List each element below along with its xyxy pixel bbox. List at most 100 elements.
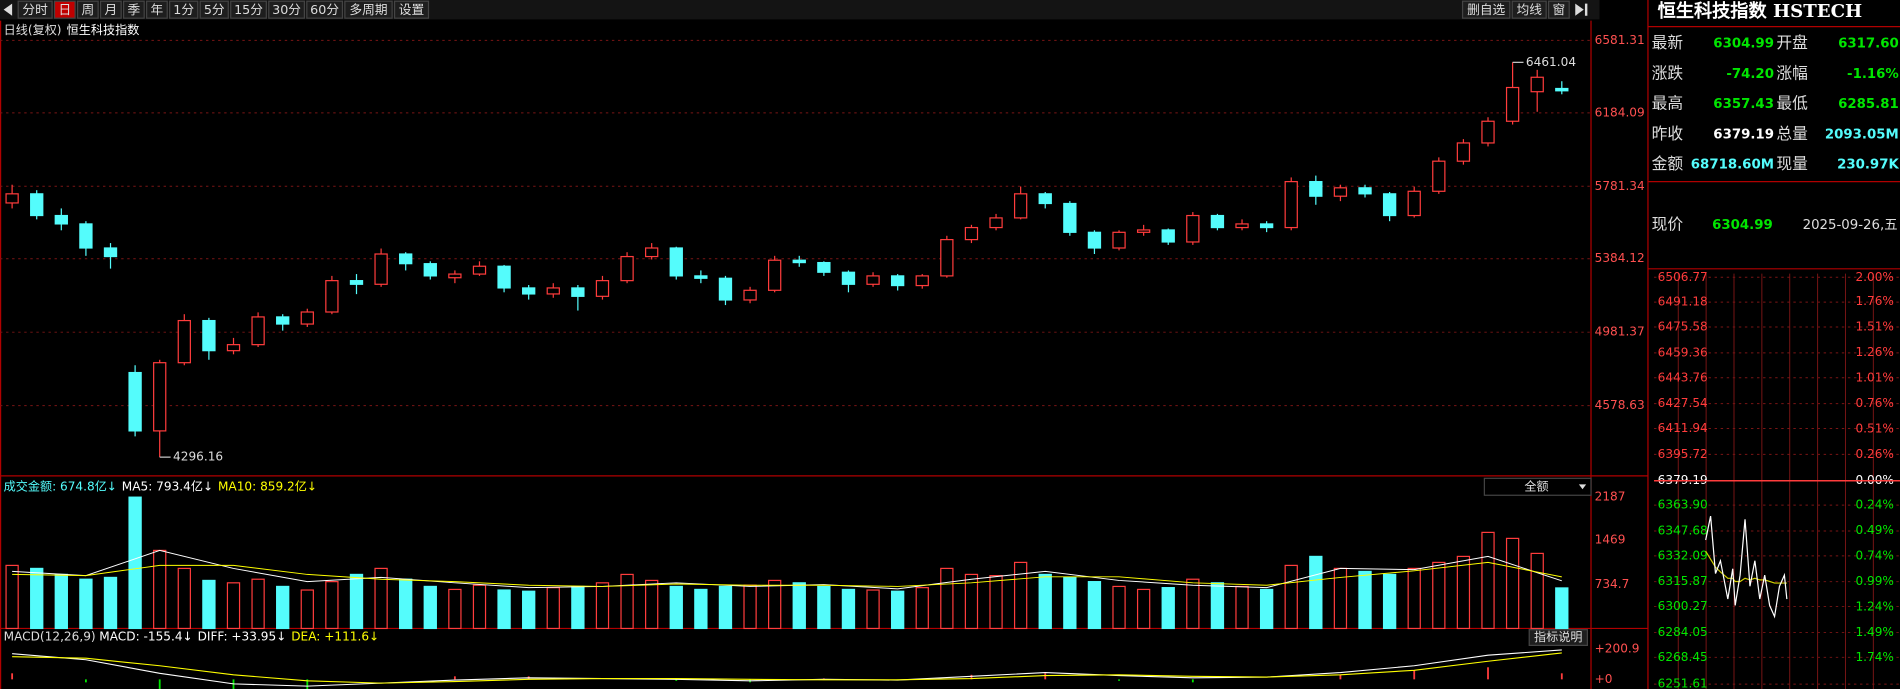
volume-bar — [423, 585, 437, 630]
candle-body — [595, 280, 610, 297]
y-tick-label: 2.00% — [1855, 270, 1893, 284]
y-tick-label: 4578.63 — [1595, 398, 1645, 412]
y-tick-label: 6395.72 — [1658, 447, 1708, 461]
volume-bar — [1112, 585, 1126, 630]
toolbar-label[interactable]: 季 — [128, 2, 141, 17]
candle-body — [226, 344, 241, 352]
toolbar-button[interactable] — [169, 0, 199, 19]
y-tick-label: 6332.09 — [1658, 548, 1708, 562]
candle-body — [1112, 231, 1126, 249]
candle-body — [1210, 214, 1225, 229]
menu-label[interactable]: 全额 — [1524, 478, 1548, 493]
candle-body — [1063, 202, 1077, 233]
toolbar-button[interactable] — [99, 0, 122, 19]
volume-bar — [1481, 531, 1495, 630]
volume-bar — [1235, 585, 1249, 630]
toolbar-label[interactable]: 月 — [105, 2, 118, 17]
candle-body — [1456, 142, 1471, 162]
legend-entry: DEA: +111.6↓ — [291, 629, 379, 643]
toolbar-button[interactable] — [146, 0, 168, 19]
volume-bar — [1555, 587, 1569, 630]
toolbar-button[interactable] — [1461, 0, 1511, 19]
volume-bar — [1530, 552, 1544, 630]
candle-body — [694, 275, 708, 279]
candle-body — [349, 280, 364, 285]
toolbar-label[interactable]: 设置 — [399, 2, 424, 17]
quote-value: 230.97K — [1837, 158, 1899, 173]
volume-bar — [669, 585, 683, 630]
volume-bar — [54, 573, 68, 630]
toolbar-button[interactable] — [122, 0, 145, 19]
quote-label: 涨跌 — [1652, 63, 1684, 82]
candle-body — [472, 265, 487, 275]
volume-bar — [841, 588, 856, 630]
y-tick-label: 0.26% — [1855, 447, 1893, 461]
volume-bar — [792, 582, 806, 630]
toolbar-label[interactable]: 窗 — [1553, 2, 1566, 17]
candle-body — [79, 223, 93, 249]
toolbar-button[interactable] — [1511, 0, 1547, 19]
volume-bar — [1136, 588, 1151, 630]
quote-label: 最低 — [1776, 94, 1808, 113]
toolbar-button[interactable] — [199, 0, 229, 19]
toolbar-label[interactable]: 5分 — [204, 2, 225, 17]
volume-bar — [1161, 587, 1175, 630]
toolbar-label[interactable]: 均线 — [1516, 2, 1542, 17]
candle-body — [767, 259, 782, 291]
indicator-label[interactable]: 指标说明 — [1534, 629, 1582, 644]
toolbar-label[interactable]: 60分 — [310, 2, 339, 17]
toolbar-button[interactable] — [76, 0, 99, 19]
toolbar-button[interactable] — [393, 0, 430, 19]
legend-entry: MA10: 859.2亿↓ — [218, 478, 317, 493]
volume-bar — [30, 567, 44, 630]
chart-period: 日线(复权) — [4, 23, 62, 37]
toolbar-label[interactable]: 删自选 — [1467, 2, 1505, 17]
y-tick-label: 4981.37 — [1595, 325, 1645, 339]
y-tick-label: 5781.34 — [1595, 179, 1645, 193]
candle-body — [546, 287, 560, 295]
forward-icon[interactable] — [1575, 3, 1588, 16]
toolbar-label[interactable]: 日 — [58, 2, 71, 17]
candle-body — [915, 275, 929, 287]
y-tick-label: 0.76% — [1855, 396, 1893, 410]
quote-value: 2093.05M — [1825, 127, 1899, 142]
volume-bar — [1210, 582, 1225, 630]
y-tick-label: 6363.90 — [1658, 498, 1708, 512]
candle-body — [890, 275, 905, 287]
toolbar-button[interactable] — [1547, 0, 1570, 19]
indicator-button[interactable] — [1528, 629, 1588, 647]
toolbar-button[interactable] — [306, 0, 344, 19]
menu-box[interactable] — [1483, 477, 1592, 496]
toolbar-label[interactable]: 1分 — [173, 2, 194, 17]
toolbar-label[interactable]: 30分 — [272, 2, 301, 17]
toolbar-label[interactable]: 周 — [81, 2, 94, 17]
y-tick-label: 1.24% — [1855, 599, 1893, 613]
y-tick-label: 1.49% — [1855, 625, 1893, 639]
toolbar-label[interactable]: 多周期 — [349, 2, 387, 17]
toolbar-button[interactable] — [344, 0, 393, 19]
candle-body — [1432, 160, 1446, 192]
volume-bar — [1505, 537, 1520, 630]
toolbar-label[interactable]: 15分 — [234, 2, 263, 17]
y-tick-label: 6251.61 — [1658, 677, 1708, 689]
candle-body — [1407, 190, 1421, 217]
candle-body — [1087, 231, 1102, 249]
toolbar-button[interactable] — [53, 0, 76, 19]
back-icon[interactable] — [3, 3, 13, 16]
toolbar-button[interactable] — [17, 0, 53, 19]
menu-arrow[interactable] — [1578, 484, 1587, 490]
y-tick-label: 6443.76 — [1658, 370, 1708, 384]
volume-bar — [940, 567, 954, 630]
quote-title: 恒生科技指数 HSTECH — [1658, 0, 1863, 22]
toolbar-button[interactable] — [268, 0, 305, 19]
volume-bar — [817, 585, 831, 630]
quote-label: 最高 — [1652, 94, 1683, 113]
toolbar-label[interactable]: 分时 — [22, 2, 48, 17]
toolbar-label[interactable]: 年 — [151, 2, 164, 17]
volume-bar — [767, 579, 782, 630]
candle-body — [817, 261, 831, 273]
candle-body — [645, 247, 659, 258]
toolbar-button[interactable] — [230, 0, 267, 19]
volume-bar — [1186, 578, 1200, 630]
